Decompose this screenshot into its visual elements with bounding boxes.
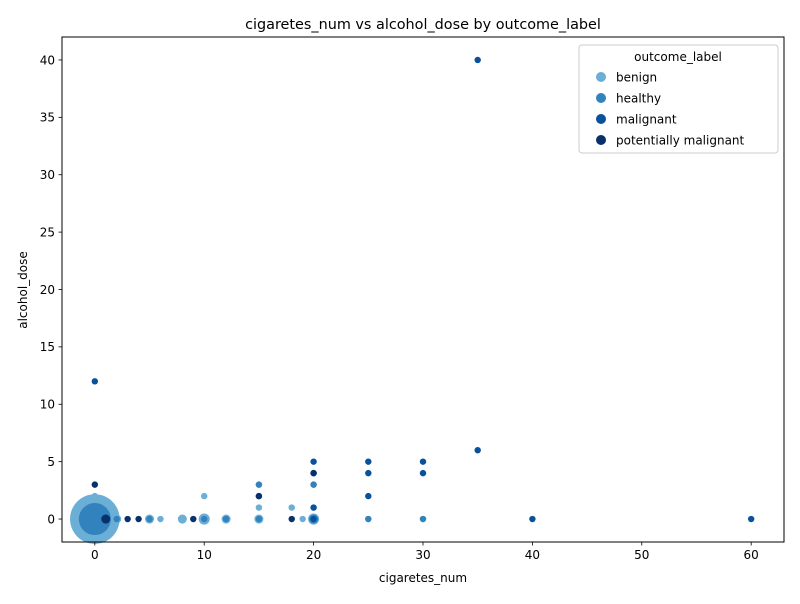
x-axis-label: cigaretes_num xyxy=(379,571,467,585)
data-point xyxy=(222,515,230,523)
data-point xyxy=(91,492,99,500)
data-point xyxy=(146,515,153,523)
data-point xyxy=(177,514,187,524)
data-point xyxy=(310,469,317,477)
legend-marker xyxy=(596,93,606,103)
data-point xyxy=(299,515,306,523)
y-axis-label: alcohol_dose xyxy=(16,251,30,329)
y-tick-label: 40 xyxy=(40,53,55,67)
y-tick-label: 10 xyxy=(40,398,55,412)
data-point xyxy=(190,515,197,523)
x-tick-label: 10 xyxy=(197,548,212,562)
y-tick-label: 15 xyxy=(40,340,55,354)
x-tick-label: 60 xyxy=(744,548,759,562)
legend-label: malignant xyxy=(616,112,677,126)
x-tick-label: 40 xyxy=(525,548,540,562)
legend-label: potentially malignant xyxy=(616,133,745,147)
data-point xyxy=(91,378,99,385)
x-tick-label: 30 xyxy=(415,548,430,562)
data-point xyxy=(474,446,481,454)
y-tick-label: 5 xyxy=(47,455,55,469)
data-point xyxy=(747,515,755,523)
legend-title: outcome_label xyxy=(634,50,722,64)
y-tick-label: 0 xyxy=(47,512,55,526)
data-point xyxy=(288,515,295,523)
data-point xyxy=(365,492,372,500)
data-point xyxy=(113,515,120,523)
legend-marker xyxy=(596,72,606,82)
data-point xyxy=(78,503,111,536)
x-axis-ticks: 0 10 20 30 40 50 60 xyxy=(91,542,759,562)
legend-marker xyxy=(596,135,606,145)
data-point xyxy=(124,515,131,523)
legend-frame xyxy=(578,44,779,154)
x-tick-label: 0 xyxy=(91,548,99,562)
data-point xyxy=(135,515,142,523)
data-point xyxy=(255,481,263,488)
data-point xyxy=(201,515,208,523)
data-point xyxy=(419,458,427,465)
y-tick-label: 25 xyxy=(40,225,55,239)
data-point xyxy=(310,458,317,465)
legend-marker xyxy=(596,114,606,124)
data-point xyxy=(529,515,536,523)
x-tick-label: 50 xyxy=(634,548,649,562)
legend-label: benign xyxy=(616,70,657,84)
data-point xyxy=(101,514,111,524)
data-point xyxy=(91,481,99,488)
data-point xyxy=(365,458,372,465)
data-point xyxy=(419,515,427,523)
data-point xyxy=(157,515,164,523)
chart-title: cigaretes_num vs alcohol_dose by outcome… xyxy=(245,17,601,33)
legend-entries: benign healthy malignant potentially malign… xyxy=(596,70,745,147)
data-point xyxy=(201,492,208,500)
y-tick-label: 30 xyxy=(40,168,55,182)
data-point xyxy=(310,515,317,523)
data-point xyxy=(255,504,263,511)
data-point xyxy=(255,515,263,523)
data-point xyxy=(255,492,263,500)
data-points xyxy=(70,56,755,544)
data-point xyxy=(419,469,427,477)
y-axis-ticks: 0 5 10 15 20 25 30 35 40 xyxy=(40,53,62,526)
y-tick-label: 20 xyxy=(40,283,55,297)
data-point xyxy=(288,504,295,511)
data-point xyxy=(474,56,481,64)
y-tick-label: 35 xyxy=(40,111,55,125)
legend: outcome_label benign healthy malignant pote… xyxy=(578,44,779,154)
data-point xyxy=(310,481,317,488)
data-point xyxy=(365,469,372,477)
data-point xyxy=(310,504,317,511)
data-point xyxy=(365,515,372,523)
x-tick-label: 20 xyxy=(306,548,321,562)
legend-label: healthy xyxy=(616,91,661,105)
